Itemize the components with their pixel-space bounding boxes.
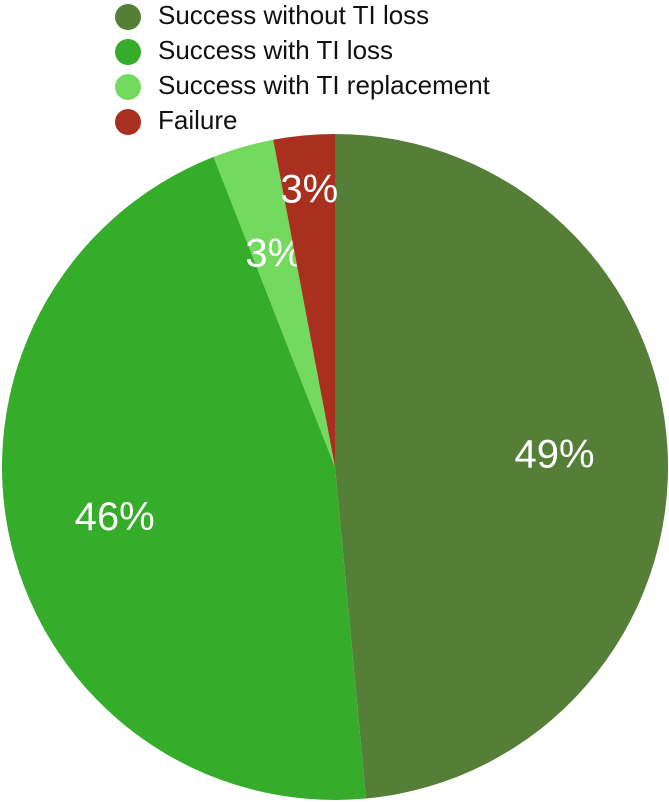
slice-label: 46% [75, 495, 155, 539]
legend-text: Success with TI loss [158, 35, 393, 65]
pie-slice [213, 139, 335, 467]
slice-label: 49% [515, 432, 595, 476]
pie-slice [2, 156, 367, 801]
pie-slice [335, 134, 668, 799]
legend-text: Success with TI replacement [158, 70, 491, 100]
legend-text: Failure [158, 105, 237, 135]
pie-slice [273, 134, 335, 467]
slice-label: 3% [280, 167, 338, 211]
legend-swatch [115, 109, 141, 135]
legend-swatch [115, 74, 141, 100]
legend-swatch [115, 39, 141, 65]
legend-text: Success without TI loss [158, 0, 429, 30]
legend-swatch [115, 4, 141, 30]
